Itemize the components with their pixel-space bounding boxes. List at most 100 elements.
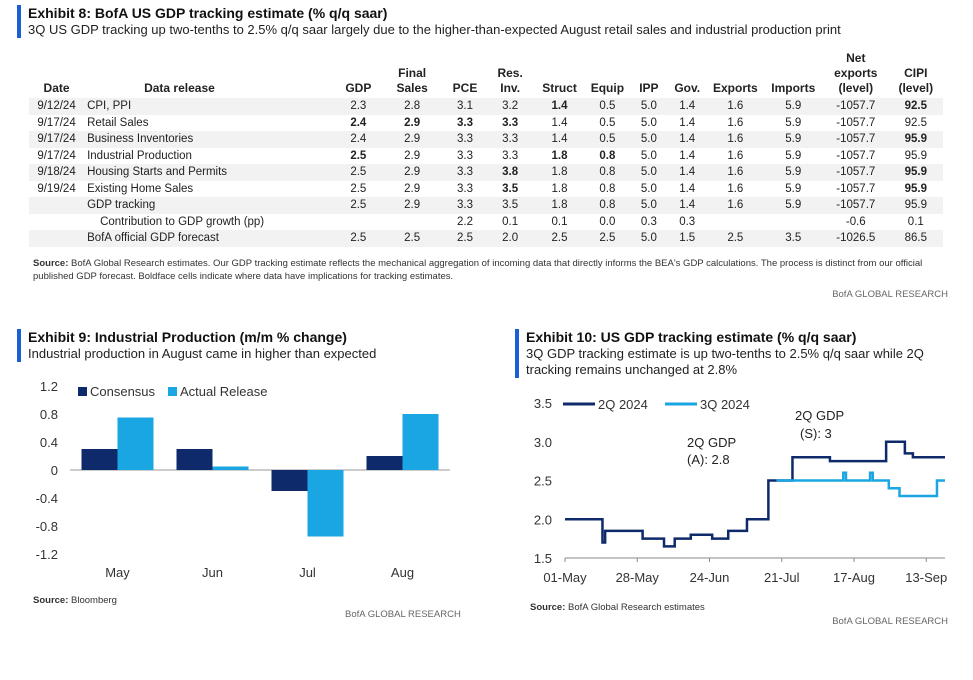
table-cell: 0.5: [599, 116, 616, 129]
table-row: Contribution to GDP growth (pp) 2.2 0.1 0.1…: [29, 214, 943, 231]
bar-consensus-aug: [366, 456, 403, 470]
table-cell: 0.3: [640, 215, 657, 228]
table-cell: 2.5: [350, 182, 367, 195]
table-cell: 5.9: [763, 197, 823, 214]
table-row: 9/18/24 Housing Starts and Permits 2.5 2.9 3…: [29, 164, 943, 181]
exhibit9-subtitle: Industrial production in August came in …: [28, 346, 377, 361]
exhibit8-title: Exhibit 8: BofA US GDP tracking estimate…: [28, 5, 388, 21]
table-cell: 92.5: [904, 116, 927, 129]
table-cell: [29, 230, 85, 247]
table-cell: 5.9: [785, 182, 802, 195]
table-cell: Industrial Production: [87, 149, 192, 162]
x-tick-label: 28-May: [616, 570, 660, 585]
industrial-production-chart: 1.2 0.8 0.4 0 -0.4 -0.8 -1.2 May Jun Jul Aug Cons…: [36, 379, 450, 580]
table-cell: 1.4: [667, 131, 708, 148]
gdp-tracking-chart: 3.5 3.0 2.5 2.0 1.5 01-May 28-May 24-Jun 21-Jul…: [534, 396, 947, 585]
y-tick-label: 0.4: [40, 435, 58, 450]
annotation-2q-second-line2: (S): 3: [800, 426, 832, 441]
bar-actual-release-aug: [402, 414, 439, 470]
table-cell: Business Inventories: [84, 131, 337, 148]
table-cell: [29, 214, 84, 231]
table-cell: 0.5: [584, 131, 631, 148]
column-header: Exports: [713, 81, 758, 95]
table-cell: 2.8: [379, 98, 445, 115]
y-tick-label: 3.5: [534, 396, 552, 411]
column-header: IPP: [639, 81, 659, 95]
table-cell: 5.0: [630, 230, 668, 247]
exhibit10-subtitle-line1: 3Q GDP tracking estimate is up two-tenth…: [526, 346, 924, 361]
table-cell: 2.9: [404, 116, 421, 129]
annotation-2q-advance-line1: 2Q GDP: [687, 435, 736, 450]
bar-consensus-may: [81, 449, 118, 470]
table-cell: 1.6: [727, 116, 744, 129]
table-cell: 1.8: [551, 182, 568, 195]
x-tick-label: 17-Aug: [833, 570, 875, 585]
exhibit8-source-text: BofA Global Research estimates. Our GDP …: [33, 258, 923, 282]
exhibit9-source-text: Bloomberg: [71, 595, 117, 606]
exhibit8-source-label: Source:: [33, 258, 69, 269]
series-line-2q-2024: [565, 440, 945, 548]
exhibit10-source-label: Source:: [530, 602, 566, 613]
table-cell: 5.0: [630, 164, 668, 181]
column-header: Date: [43, 81, 70, 95]
table-cell: 1.4: [679, 182, 696, 195]
table-cell: 2.9: [404, 149, 421, 162]
y-tick-label: 1.5: [534, 551, 552, 566]
y-tick-label: 2.5: [534, 474, 552, 489]
table-cell: -0.6: [845, 215, 866, 228]
table-cell: 1.4: [667, 98, 708, 115]
x-tick-label: Aug: [391, 565, 414, 580]
table-cell: 2.0: [485, 230, 535, 247]
table-cell: 0.1: [907, 215, 924, 228]
table-cell: -1057.7: [823, 131, 889, 148]
table-cell: 0.8: [599, 182, 616, 195]
column-header: Res. Inv.: [497, 66, 523, 95]
table-cell: 2.9: [379, 131, 445, 148]
table-cell: 2.5: [379, 230, 445, 247]
table-cell: 3.3: [457, 182, 473, 195]
table-cell: Existing Home Sales: [87, 182, 194, 195]
table-cell: 2.5: [336, 164, 380, 181]
table-cell: 5.0: [630, 131, 668, 148]
table-row: 9/17/24 Retail Sales 2.4 2.9 3.3 3.3 1.4 0.5 5.0…: [29, 115, 943, 132]
x-tick-label: Jul: [299, 565, 316, 580]
table-cell: 1.4: [667, 164, 708, 181]
table-cell: 5.9: [763, 131, 823, 148]
table-cell: -1057.7: [836, 149, 876, 162]
table-cell: 2.5: [350, 149, 367, 162]
bar-consensus-jul: [271, 470, 308, 491]
bar-actual-release-jun: [212, 466, 249, 470]
table-cell: 3.3: [444, 164, 486, 181]
exhibit8-source: Source: BofA Global Research estimates. …: [33, 257, 938, 283]
table-cell: 3.3: [502, 116, 519, 129]
table-cell: 3.5: [485, 197, 535, 214]
exhibit10-title: Exhibit 10: US GDP tracking estimate (% …: [526, 329, 857, 345]
exhibit9-header: Exhibit 9: Industrial Production (m/m % …: [17, 329, 376, 362]
column-header: PCE: [452, 81, 478, 95]
table-cell: -1057.7: [823, 197, 889, 214]
table-cell: 5.9: [785, 116, 802, 129]
y-tick-label: -0.8: [36, 519, 58, 534]
exhibit8-header: Exhibit 8: BofA US GDP tracking estimate…: [17, 5, 841, 38]
y-tick-label: 2.0: [534, 512, 552, 527]
column-header: Final Sales: [396, 66, 428, 95]
table-cell: 3.1: [444, 98, 486, 115]
table-cell: [764, 214, 823, 231]
table-cell: 9/18/24: [29, 164, 85, 181]
table-cell: 1.5: [667, 230, 708, 247]
column-header: Data release: [144, 81, 215, 95]
annotation-2q-second-line1: 2Q GDP: [795, 408, 844, 423]
table-cell: 95.9: [888, 131, 943, 148]
legend-label: 2Q 2024: [598, 397, 648, 412]
table-cell: 3.5: [763, 230, 823, 247]
legend-label: 3Q 2024: [700, 397, 750, 412]
exhibit10-subtitle-line2: tracking remains unchanged at 2.8%: [526, 362, 738, 377]
table-cell: 9/17/24: [29, 131, 85, 148]
table-cell: 1.8: [534, 164, 585, 181]
table-cell: 0.3: [679, 215, 696, 228]
x-tick-label: May: [105, 565, 130, 580]
table-cell: 3.2: [485, 98, 535, 115]
table-cell: 1.6: [727, 182, 744, 195]
table-cell: 95.9: [904, 182, 927, 195]
table-cell: 5.0: [640, 182, 657, 195]
